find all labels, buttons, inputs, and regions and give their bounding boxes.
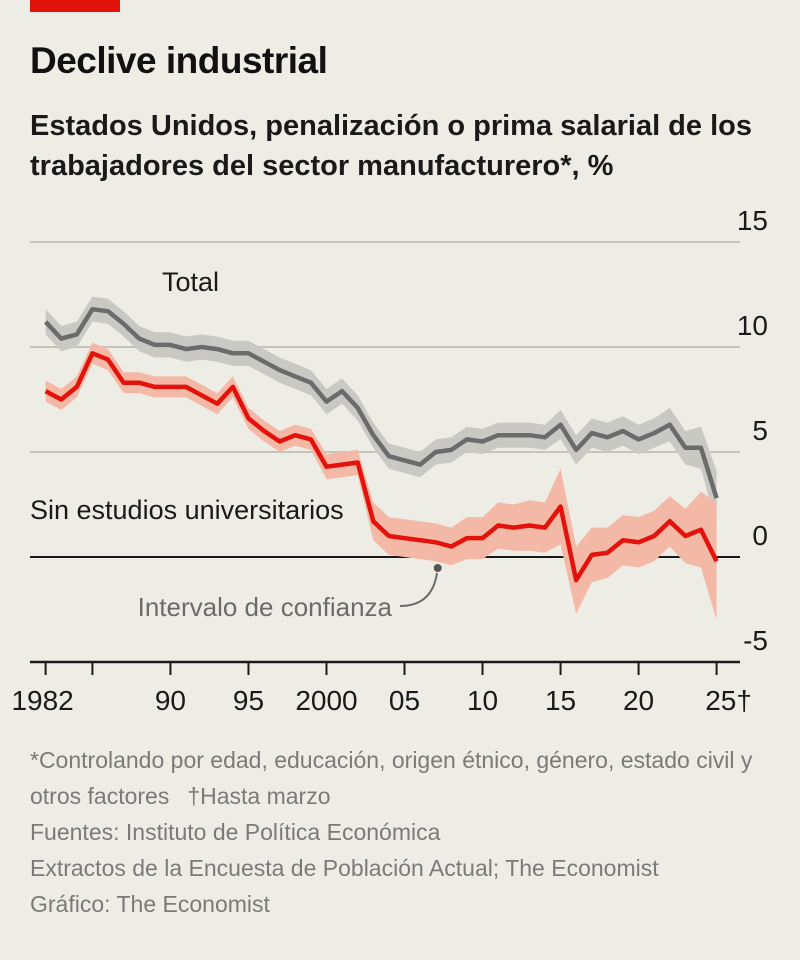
y-tick-label: 10 <box>737 310 768 341</box>
asterisk-note: *Controlando por edad, educación, origen… <box>30 747 753 809</box>
footnotes: *Controlando por edad, educación, origen… <box>30 742 770 922</box>
x-tick-label: 2000 <box>295 685 357 716</box>
x-tick-label: 20 <box>623 685 654 716</box>
y-tick-label: 5 <box>752 415 768 446</box>
chart-canvas: 15 10 5 0 -5 1982 90 95 2000 05 10 15 20 25† Total Sin … <box>11 205 768 716</box>
x-tick-label: 05 <box>389 685 420 716</box>
y-tick-label: -5 <box>743 625 768 656</box>
chart-title: Declive industrial <box>30 40 328 81</box>
annotation-leader <box>399 572 438 607</box>
x-tick-label: 10 <box>467 685 498 716</box>
series-label-no-college: Sin estudios universitarios <box>30 495 344 525</box>
brand-red-tag <box>30 0 120 12</box>
y-tick-label: 0 <box>752 520 768 551</box>
confidence-band-total <box>45 296 717 526</box>
footnote-asterisk: *Controlando por edad, educación, origen… <box>30 742 770 814</box>
sources-line-2: Extractos de la Encuesta de Población Ac… <box>30 855 659 881</box>
chart-subtitle: Estados Unidos, penalización o prima sal… <box>30 110 752 182</box>
y-tick-label: 15 <box>737 205 768 236</box>
x-tick-label: 90 <box>155 685 186 716</box>
dagger-note: †Hasta marzo <box>187 783 331 809</box>
x-tick-label: 25† <box>705 685 752 716</box>
x-tick-label: 1982 <box>11 685 73 716</box>
series-label-total: Total <box>162 267 219 297</box>
x-tick-label: 95 <box>233 685 264 716</box>
annotation-confidence-interval: Intervalo de confianza <box>138 592 393 622</box>
series-line-no-college <box>44 351 719 583</box>
x-tick-label: 15 <box>545 685 576 716</box>
series-line-total <box>43 306 719 499</box>
chart-credit: Gráfico: The Economist <box>30 891 270 917</box>
sources-line-1: Fuentes: Instituto de Política Económica <box>30 819 441 845</box>
annotation-dot <box>433 564 442 572</box>
confidence-band-no-college <box>45 342 717 620</box>
